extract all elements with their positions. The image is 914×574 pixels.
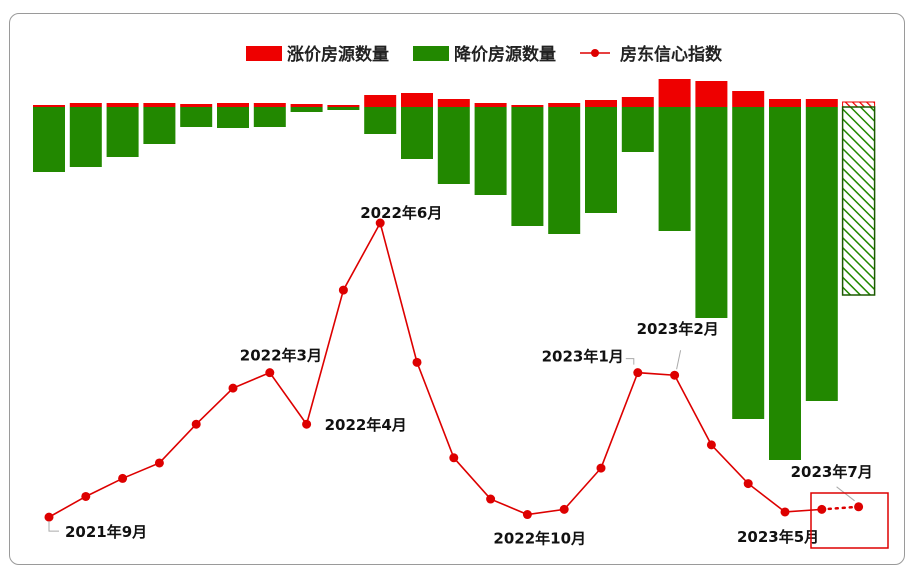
bar-up-19 (732, 91, 765, 107)
bar-down-4 (180, 107, 213, 127)
bar-up-17 (658, 79, 691, 107)
annotation-label: 2022年3月 (240, 347, 322, 365)
bar-up-13 (511, 105, 544, 107)
index-point-9 (375, 218, 385, 228)
index-point-8 (338, 285, 348, 295)
index-point-10 (412, 357, 422, 367)
bar-down-10 (401, 107, 433, 159)
bar-up-12 (474, 103, 507, 107)
annotation-label: 2021年9月 (65, 523, 147, 541)
bar-down-17 (658, 107, 691, 231)
index-point-13 (522, 510, 532, 520)
index-point-7 (302, 419, 312, 429)
index-point-20 (780, 507, 790, 517)
index-point-11 (449, 453, 459, 463)
bar-up-15 (585, 100, 617, 107)
index-point-2 (118, 473, 128, 483)
annotations: 2021年9月 2022年3月 2022年4月 2022年6月 2022年10月 2023… (48, 204, 873, 548)
index-point-15 (596, 463, 606, 473)
bar-up-4 (180, 104, 213, 107)
legend-index-label: 房东信心指数 (620, 44, 723, 65)
annotation-label: 2023年1月 (542, 348, 624, 366)
legend-up-swatch (246, 46, 282, 61)
bar-up-2 (106, 103, 139, 107)
index-line-series (44, 218, 864, 522)
bar-down-2 (106, 107, 139, 157)
bar-up-18 (695, 81, 728, 107)
annotation-leader (48, 521, 59, 532)
index-point-5 (228, 383, 238, 393)
index-line-solid (48, 220, 822, 518)
bar-up-10 (401, 93, 433, 107)
bar-up-8 (327, 105, 360, 107)
legend-index-marker (591, 49, 599, 57)
index-point-6 (265, 368, 275, 378)
index-point-0 (44, 512, 54, 522)
annotation-label: 2023年5月 (737, 528, 819, 546)
bar-down-11 (437, 107, 470, 184)
index-point-14 (559, 504, 569, 514)
bar-down-5 (217, 107, 249, 128)
forecast-highlight-box (810, 492, 889, 549)
bar-down-15 (585, 107, 617, 213)
bar-down-0 (33, 107, 65, 172)
annotation-label: 2022年10月 (493, 530, 586, 548)
index-line-projected (820, 505, 860, 511)
bar-up-0 (33, 105, 65, 107)
bar-down-13 (511, 107, 544, 226)
bar-down-19 (732, 107, 765, 419)
bar-down-21 (805, 107, 838, 401)
annotation-leader (836, 486, 855, 502)
bar-down-9 (364, 107, 397, 134)
bar-up-9 (364, 95, 397, 107)
bar-down-8 (327, 107, 360, 110)
annotation-label: 2022年6月 (360, 204, 442, 222)
index-point-19 (743, 479, 753, 489)
index-point-12 (486, 494, 496, 504)
bar-up-7 (290, 104, 323, 107)
bar-up-20 (769, 99, 801, 107)
annotation-leader (625, 358, 635, 365)
bar-down-20 (769, 107, 801, 460)
annotation-label: 2023年2月 (637, 320, 719, 338)
bar-down-7 (290, 107, 323, 112)
legend-up-label: 涨价房源数量 (287, 44, 389, 65)
index-point-16 (633, 368, 643, 378)
bar-down-16 (621, 107, 654, 152)
index-point-1 (81, 491, 91, 501)
annotation-leader (676, 350, 682, 370)
bar-down-12 (474, 107, 507, 195)
index-point-3 (154, 458, 164, 468)
index-point-18 (706, 440, 716, 450)
bar-up-14 (548, 103, 581, 107)
index-point-21 (817, 504, 827, 514)
index-point-4 (191, 419, 201, 429)
bar-up-5 (217, 103, 249, 107)
bar-down-22 (841, 106, 876, 296)
index-point-22 (854, 502, 864, 512)
bar-up-1 (69, 103, 102, 107)
bar-series (33, 79, 876, 460)
bar-down-18 (695, 107, 728, 318)
bar-up-11 (437, 99, 470, 107)
bar-down-14 (548, 107, 581, 234)
bar-up-3 (143, 103, 176, 107)
bar-down-3 (143, 107, 176, 144)
bar-up-6 (253, 103, 286, 107)
bar-up-21 (805, 99, 838, 107)
legend: 涨价房源数量 降价房源数量 房东信心指数 (246, 44, 723, 65)
legend-down-label: 降价房源数量 (454, 44, 556, 65)
bar-down-6 (253, 107, 286, 127)
bar-down-1 (69, 107, 102, 167)
legend-down-swatch (413, 46, 449, 61)
index-point-17 (670, 370, 680, 380)
annotation-label: 2022年4月 (325, 416, 407, 434)
bar-up-16 (621, 97, 654, 107)
annotation-label: 2023年7月 (791, 463, 873, 481)
